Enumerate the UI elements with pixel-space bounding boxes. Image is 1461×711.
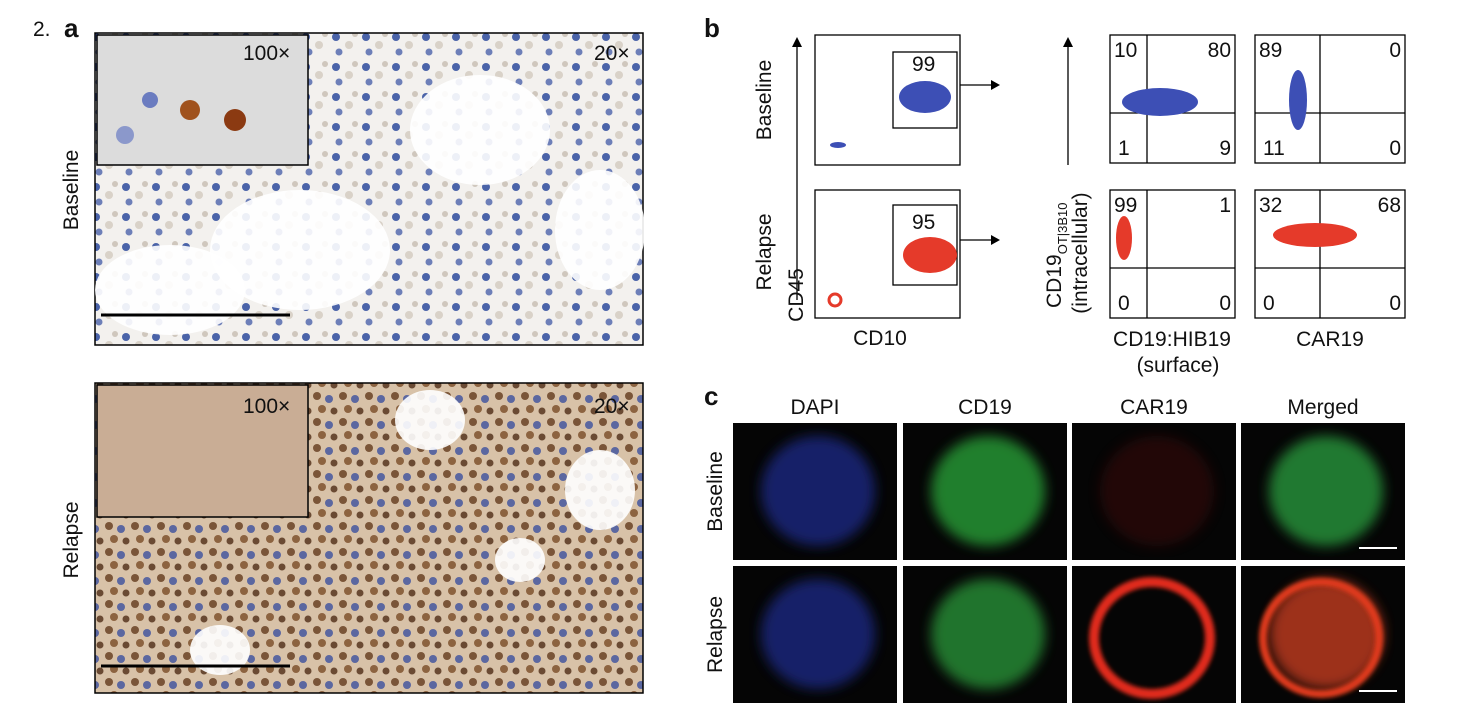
row-label: Relapse bbox=[704, 596, 727, 673]
axis-label: CD19:HIB19 bbox=[1113, 328, 1231, 351]
axis-label: CAR19 bbox=[1296, 328, 1364, 351]
column-label: CD19 bbox=[958, 396, 1012, 419]
quadrant-percent: 89 bbox=[1259, 39, 1282, 62]
magnification: 20× bbox=[594, 395, 630, 418]
quadrant-percent: 0 bbox=[1118, 292, 1130, 315]
inset-magnification: 100× bbox=[243, 42, 290, 65]
quadrant-percent: 1 bbox=[1219, 194, 1231, 217]
flow-events bbox=[827, 70, 1357, 308]
row-label: Baseline bbox=[60, 150, 83, 231]
quadrant-percent: 0 bbox=[1389, 137, 1401, 160]
quadrant-percent: 0 bbox=[1389, 39, 1401, 62]
magnification: 20× bbox=[594, 42, 630, 65]
quadrant-percent: 1 bbox=[1118, 137, 1130, 160]
quadrant-percent: 68 bbox=[1378, 194, 1401, 217]
quadrant-percent: 99 bbox=[1114, 194, 1137, 217]
row-label: Baseline bbox=[753, 60, 776, 141]
row-label: Baseline bbox=[704, 451, 727, 532]
cell-signal bbox=[931, 579, 1045, 689]
column-label: DAPI bbox=[790, 396, 839, 419]
panel-label: a bbox=[64, 13, 79, 43]
cell-signal bbox=[931, 436, 1045, 546]
quadrant-percent: 11 bbox=[1263, 137, 1285, 160]
cell-signal bbox=[1269, 579, 1383, 689]
quadrant-percent: 10 bbox=[1114, 39, 1137, 62]
quadrant-percent: 0 bbox=[1389, 292, 1401, 315]
cell-signal bbox=[761, 436, 875, 546]
row-label: Relapse bbox=[753, 213, 776, 290]
axis-label-note: (intracellular) bbox=[1069, 192, 1092, 313]
axis-label-note: (surface) bbox=[1137, 354, 1220, 377]
cell-signal bbox=[1089, 577, 1215, 699]
panel-label: c bbox=[704, 381, 718, 411]
axis-label: CD10 bbox=[853, 327, 907, 350]
inset-magnification: 100× bbox=[243, 395, 290, 418]
micrograph bbox=[94, 382, 644, 694]
micrograph bbox=[94, 32, 645, 346]
axis-label: CD45 bbox=[785, 268, 808, 322]
cell-signal bbox=[1100, 436, 1214, 546]
axis-label-main: CD19 bbox=[1043, 254, 1066, 308]
quadrant-percent: 32 bbox=[1259, 194, 1282, 217]
quadrant-percent: 0 bbox=[1219, 292, 1231, 315]
column-label: Merged bbox=[1287, 396, 1358, 419]
cell-signal bbox=[1259, 578, 1383, 698]
quadrant-percent: 9 bbox=[1219, 137, 1231, 160]
cell-signal bbox=[1269, 436, 1383, 546]
gate-percent: 99 bbox=[912, 53, 935, 76]
cell-signal bbox=[761, 579, 875, 689]
gate-percent: 95 bbox=[912, 211, 935, 234]
axis-label: CD19OT|3B10 bbox=[1043, 203, 1070, 309]
arrowheads bbox=[792, 37, 1073, 245]
quadrant-percent: 0 bbox=[1263, 292, 1275, 315]
figure-number: 2. bbox=[33, 18, 51, 41]
quadrant-percent: 80 bbox=[1208, 39, 1231, 62]
row-label: Relapse bbox=[60, 501, 83, 578]
panel-label: b bbox=[704, 13, 720, 43]
axis-label-subscript: OT|3B10 bbox=[1055, 203, 1070, 255]
flow-plot-frames bbox=[796, 34, 1406, 319]
column-label: CAR19 bbox=[1120, 396, 1188, 419]
